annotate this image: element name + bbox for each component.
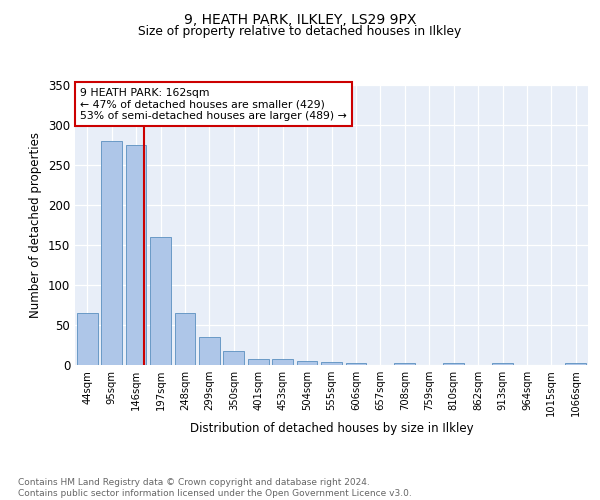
Bar [321, 362, 342, 365]
Text: Contains HM Land Registry data © Crown copyright and database right 2024.
Contai: Contains HM Land Registry data © Crown c… [18, 478, 412, 498]
Bar [248, 358, 269, 365]
Bar [77, 313, 98, 365]
Text: 9, HEATH PARK, ILKLEY, LS29 9PX: 9, HEATH PARK, ILKLEY, LS29 9PX [184, 12, 416, 26]
Bar [565, 364, 586, 365]
Text: Size of property relative to detached houses in Ilkley: Size of property relative to detached ho… [139, 25, 461, 38]
Bar [150, 237, 171, 365]
Y-axis label: Number of detached properties: Number of detached properties [29, 132, 43, 318]
Text: 9 HEATH PARK: 162sqm
← 47% of detached houses are smaller (429)
53% of semi-deta: 9 HEATH PARK: 162sqm ← 47% of detached h… [80, 88, 347, 121]
Bar [199, 337, 220, 365]
Bar [175, 313, 196, 365]
Bar [101, 141, 122, 365]
X-axis label: Distribution of detached houses by size in Ilkley: Distribution of detached houses by size … [190, 422, 473, 435]
Bar [272, 358, 293, 365]
Bar [394, 364, 415, 365]
Bar [125, 145, 146, 365]
Bar [296, 361, 317, 365]
Bar [223, 350, 244, 365]
Bar [346, 362, 367, 365]
Bar [492, 364, 513, 365]
Bar [443, 364, 464, 365]
